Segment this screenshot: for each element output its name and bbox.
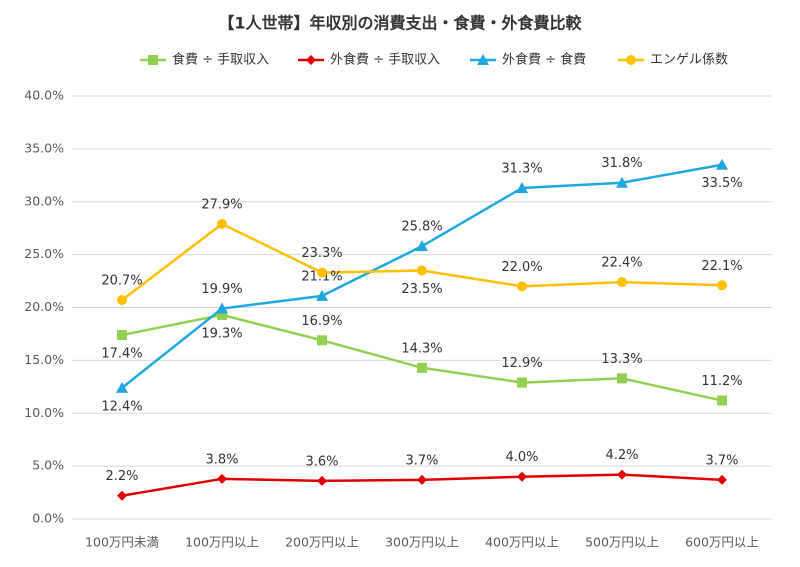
- legend-marker: [306, 55, 316, 65]
- x-tick-label: 400万円以上: [485, 535, 559, 550]
- data-label: 25.8%: [401, 220, 442, 235]
- x-tick-label: 300万円以上: [385, 535, 459, 550]
- data-label: 12.9%: [501, 356, 542, 371]
- y-tick-label: 0.0%: [32, 511, 64, 526]
- data-label: 22.1%: [701, 259, 742, 274]
- marker: [617, 469, 627, 480]
- marker: [716, 158, 728, 170]
- data-label: 16.9%: [301, 314, 342, 329]
- data-label: 23.3%: [301, 246, 342, 261]
- data-label: 3.7%: [705, 453, 738, 468]
- legend-label: 食費 ÷ 手取収入: [172, 52, 269, 68]
- marker: [217, 218, 227, 229]
- marker: [717, 395, 727, 406]
- legend-marker: [626, 55, 636, 65]
- x-tick-label: 100万円以上: [185, 535, 259, 550]
- data-label: 20.7%: [101, 274, 142, 289]
- marker: [517, 377, 527, 388]
- y-tick-label: 30.0%: [24, 193, 64, 208]
- x-tick-label: 500万円以上: [585, 535, 659, 550]
- marker: [617, 277, 627, 288]
- marker: [317, 267, 327, 278]
- data-label: 13.3%: [601, 352, 642, 367]
- marker: [116, 381, 128, 393]
- legend-label: エンゲル係数: [650, 53, 728, 68]
- data-label: 33.5%: [701, 176, 742, 191]
- marker: [517, 471, 527, 482]
- data-label: 14.3%: [401, 341, 442, 356]
- legend-label: 外食費 ÷ 手取収入: [330, 52, 440, 68]
- data-label: 4.0%: [505, 450, 538, 465]
- data-label: 22.4%: [601, 256, 642, 271]
- y-tick-label: 35.0%: [24, 140, 64, 155]
- marker: [217, 309, 227, 320]
- marker: [417, 265, 427, 276]
- marker: [117, 490, 127, 501]
- y-tick-label: 40.0%: [24, 88, 64, 103]
- marker: [617, 373, 627, 384]
- y-tick-label: 15.0%: [24, 352, 64, 367]
- marker: [317, 335, 327, 346]
- data-label: 11.2%: [701, 374, 742, 389]
- x-tick-label: 200万円以上: [285, 535, 359, 550]
- data-label: 4.2%: [605, 448, 638, 463]
- marker: [516, 182, 528, 194]
- data-label: 19.3%: [201, 326, 242, 341]
- data-label: 23.5%: [401, 282, 442, 297]
- marker: [717, 280, 727, 291]
- data-label: 27.9%: [201, 197, 242, 212]
- y-tick-label: 20.0%: [24, 299, 64, 314]
- marker: [517, 281, 527, 292]
- legend-marker: [477, 54, 489, 65]
- x-tick-label: 600万円以上: [685, 535, 759, 550]
- y-tick-label: 5.0%: [32, 458, 64, 473]
- legend-label: 外食費 ÷ 食費: [502, 52, 586, 68]
- marker: [317, 475, 327, 486]
- data-label: 3.6%: [305, 454, 338, 469]
- chart-title: 【1人世帯】年収別の消費支出・食費・外食費比較: [218, 14, 582, 33]
- data-label: 31.8%: [601, 156, 642, 171]
- data-label: 3.7%: [405, 453, 438, 468]
- data-label: 3.8%: [205, 452, 238, 467]
- marker: [416, 240, 428, 252]
- data-label: 12.4%: [101, 399, 142, 414]
- marker: [616, 176, 628, 188]
- marker: [417, 362, 427, 373]
- marker: [216, 302, 228, 314]
- data-label: 2.2%: [105, 469, 138, 484]
- marker: [316, 289, 328, 301]
- marker: [117, 295, 127, 306]
- x-tick-label: 100万円未満: [85, 535, 159, 550]
- data-label: 17.4%: [101, 346, 142, 361]
- data-label: 19.9%: [201, 282, 242, 297]
- y-tick-label: 10.0%: [24, 405, 64, 420]
- legend-marker: [148, 55, 158, 65]
- data-label: 31.3%: [501, 162, 542, 177]
- data-label: 22.0%: [501, 260, 542, 275]
- marker: [117, 329, 127, 340]
- marker: [417, 474, 427, 485]
- marker: [717, 474, 727, 485]
- y-tick-label: 25.0%: [24, 246, 64, 261]
- marker: [217, 473, 227, 484]
